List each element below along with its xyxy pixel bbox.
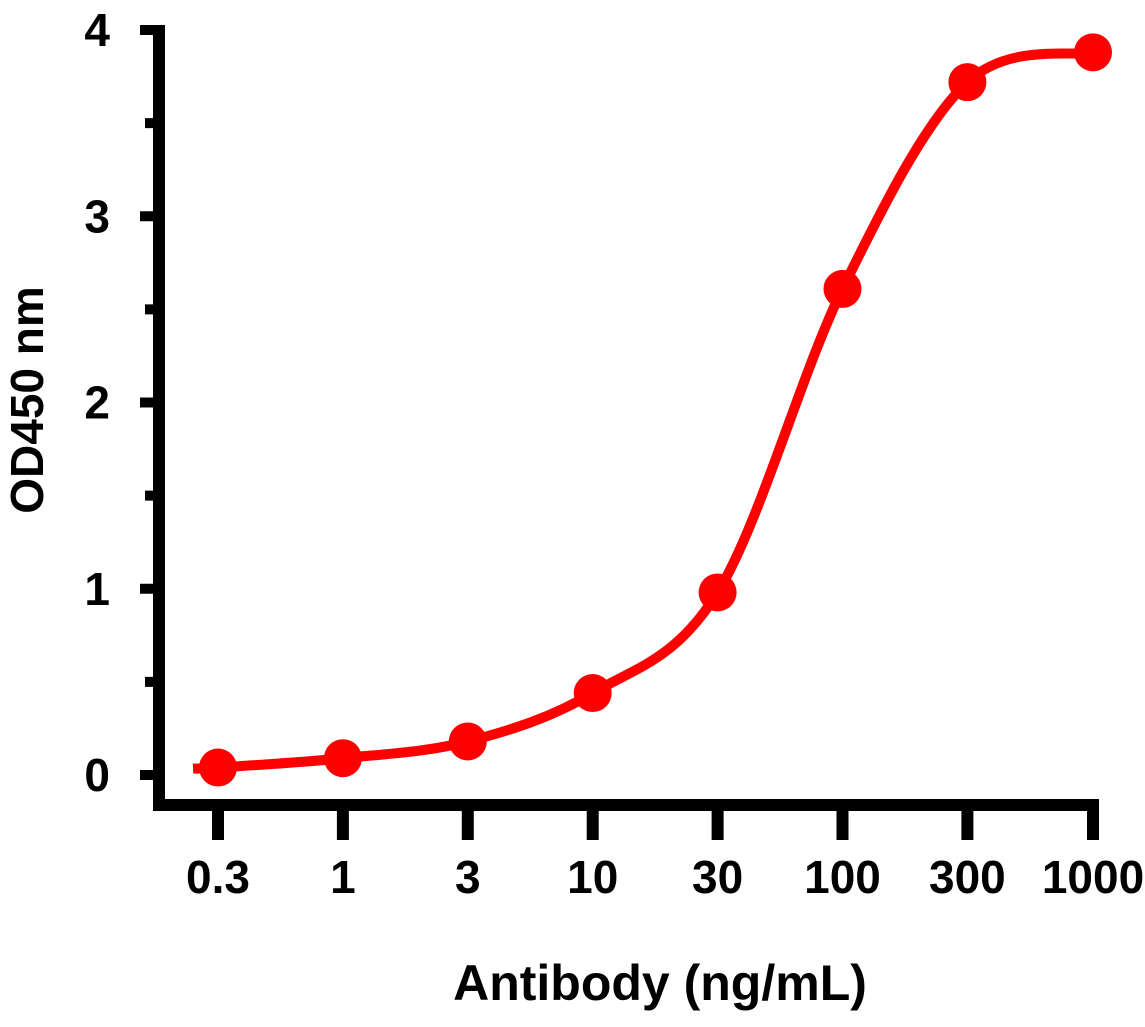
y-tick-label: 2 (84, 377, 110, 429)
data-point (323, 739, 362, 778)
data-point (698, 573, 737, 612)
x-tick-label: 0.3 (186, 851, 250, 903)
x-tick-label: 30 (692, 851, 743, 903)
data-point (1074, 33, 1112, 72)
x-tick-label: 300 (929, 851, 1006, 903)
data-point (199, 748, 237, 787)
x-tick-label: 100 (804, 851, 881, 903)
fit-curve (192, 47, 1095, 774)
axes (140, 25, 1099, 840)
y-tick-label: 1 (84, 563, 110, 615)
y-tick-label: 3 (84, 190, 110, 242)
data-point (948, 63, 987, 102)
data-point (448, 722, 487, 761)
series (192, 33, 1112, 787)
y-tick-label: 4 (84, 4, 110, 56)
data-point (573, 674, 612, 713)
y-axis-label: OD450 nm (1, 286, 53, 514)
x-tick-label: 1000 (1042, 851, 1144, 903)
data-point (823, 269, 862, 308)
tick-labels: 0 1 2 3 4 0.3 1 3 10 30 100 300 1000 (84, 4, 1144, 903)
y-tick-label: 0 (84, 749, 110, 801)
x-tick-label: 1 (330, 851, 356, 903)
x-axis-label: Antibody (ng/mL) (453, 955, 867, 1011)
x-tick-label: 10 (567, 851, 618, 903)
x-tick-label: 3 (455, 851, 481, 903)
